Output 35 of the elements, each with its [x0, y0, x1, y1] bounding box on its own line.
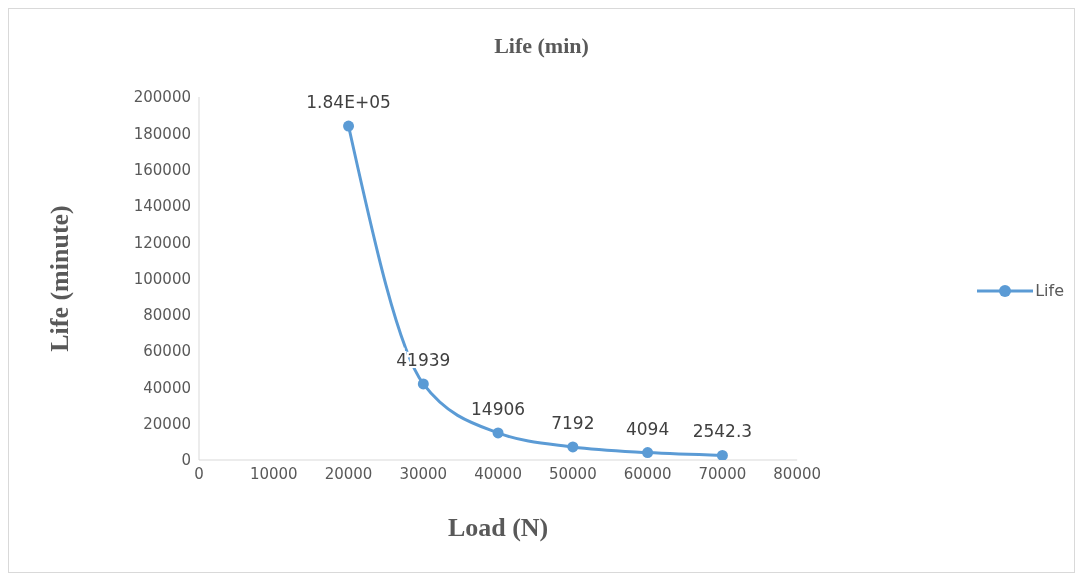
y-tick-label: 180000	[133, 124, 191, 143]
x-tick-label: 50000	[548, 464, 597, 483]
data-label: 7192	[551, 412, 595, 433]
y-tick-label: 120000	[133, 233, 191, 252]
x-tick-label: 30000	[399, 464, 448, 483]
y-axis-title: Life (minute)	[45, 205, 75, 352]
y-tick-label: 20000	[143, 415, 191, 434]
point	[492, 427, 504, 439]
point	[343, 120, 355, 132]
chart-title: Life (min)	[493, 33, 590, 59]
y-tick-label: 100000	[133, 269, 191, 288]
y-tick-label: 80000	[143, 306, 191, 325]
y-tick-label: 160000	[133, 160, 191, 179]
x-tick-label: 40000	[474, 464, 522, 483]
y-tick-label: 200000	[133, 88, 191, 107]
data-label: 14906	[471, 398, 526, 419]
x-tick-label: 60000	[623, 464, 672, 483]
x-tick-label: 70000	[698, 464, 747, 483]
y-tick-label: 140000	[133, 197, 191, 216]
data-label: 2542.3	[692, 421, 753, 442]
data-label: 4094	[625, 418, 670, 439]
legend-label: Life	[1035, 281, 1064, 300]
point	[716, 449, 728, 460]
x-tick-label: 10000	[249, 464, 298, 483]
point	[417, 378, 429, 390]
y-tick-label: 40000	[143, 378, 191, 397]
y-tick-label: 60000	[143, 342, 191, 361]
point	[642, 447, 654, 459]
x-tick-label: 20000	[324, 464, 373, 483]
x-axis-title: Load (N)	[447, 513, 549, 542]
data-label: 1.84E+05	[306, 92, 391, 113]
x-tick-label: 80000	[773, 464, 822, 483]
x-tick-label: 0	[194, 464, 204, 483]
y-tick-label: 0	[181, 451, 191, 470]
point	[567, 441, 579, 453]
